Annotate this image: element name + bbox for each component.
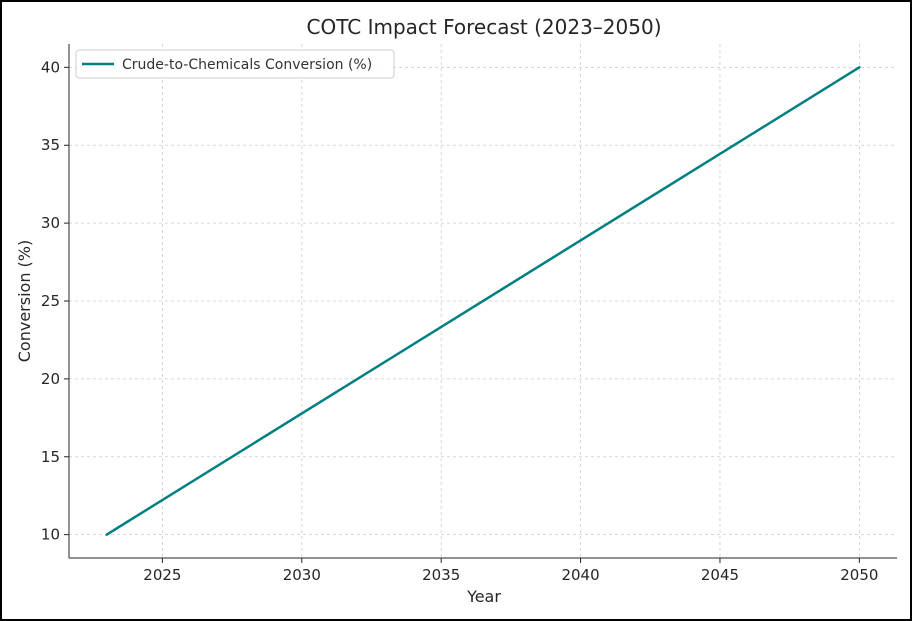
y-axis-label: Conversion (%) xyxy=(15,240,34,362)
y-tick-label-40: 40 xyxy=(41,58,60,76)
y-tick-label-30: 30 xyxy=(41,214,60,232)
y-tick-label-25: 25 xyxy=(41,292,60,310)
series-line-conversion xyxy=(105,66,861,536)
series-layer xyxy=(105,66,861,536)
y-tick-label-35: 35 xyxy=(41,136,60,154)
y-tick-label-10: 10 xyxy=(41,526,60,544)
y-tick-label-20: 20 xyxy=(41,370,60,388)
x-tick-label-2035: 2035 xyxy=(422,566,460,584)
legend-entry-conversion: Crude-to-Chemicals Conversion (%) xyxy=(122,57,372,73)
x-tick-label-2025: 2025 xyxy=(143,566,181,584)
x-tick-label-2040: 2040 xyxy=(561,566,599,584)
x-tick-label-2030: 2030 xyxy=(283,566,321,584)
legend: Crude-to-Chemicals Conversion (%) xyxy=(75,49,395,79)
x-axis-label: Year xyxy=(466,587,501,606)
chart-title: COTC Impact Forecast (2023–2050) xyxy=(307,15,662,39)
x-tick-label-2045: 2045 xyxy=(701,566,739,584)
x-tick-label-2050: 2050 xyxy=(840,566,878,584)
y-tick-label-15: 15 xyxy=(41,448,60,466)
legend-box xyxy=(75,49,395,79)
